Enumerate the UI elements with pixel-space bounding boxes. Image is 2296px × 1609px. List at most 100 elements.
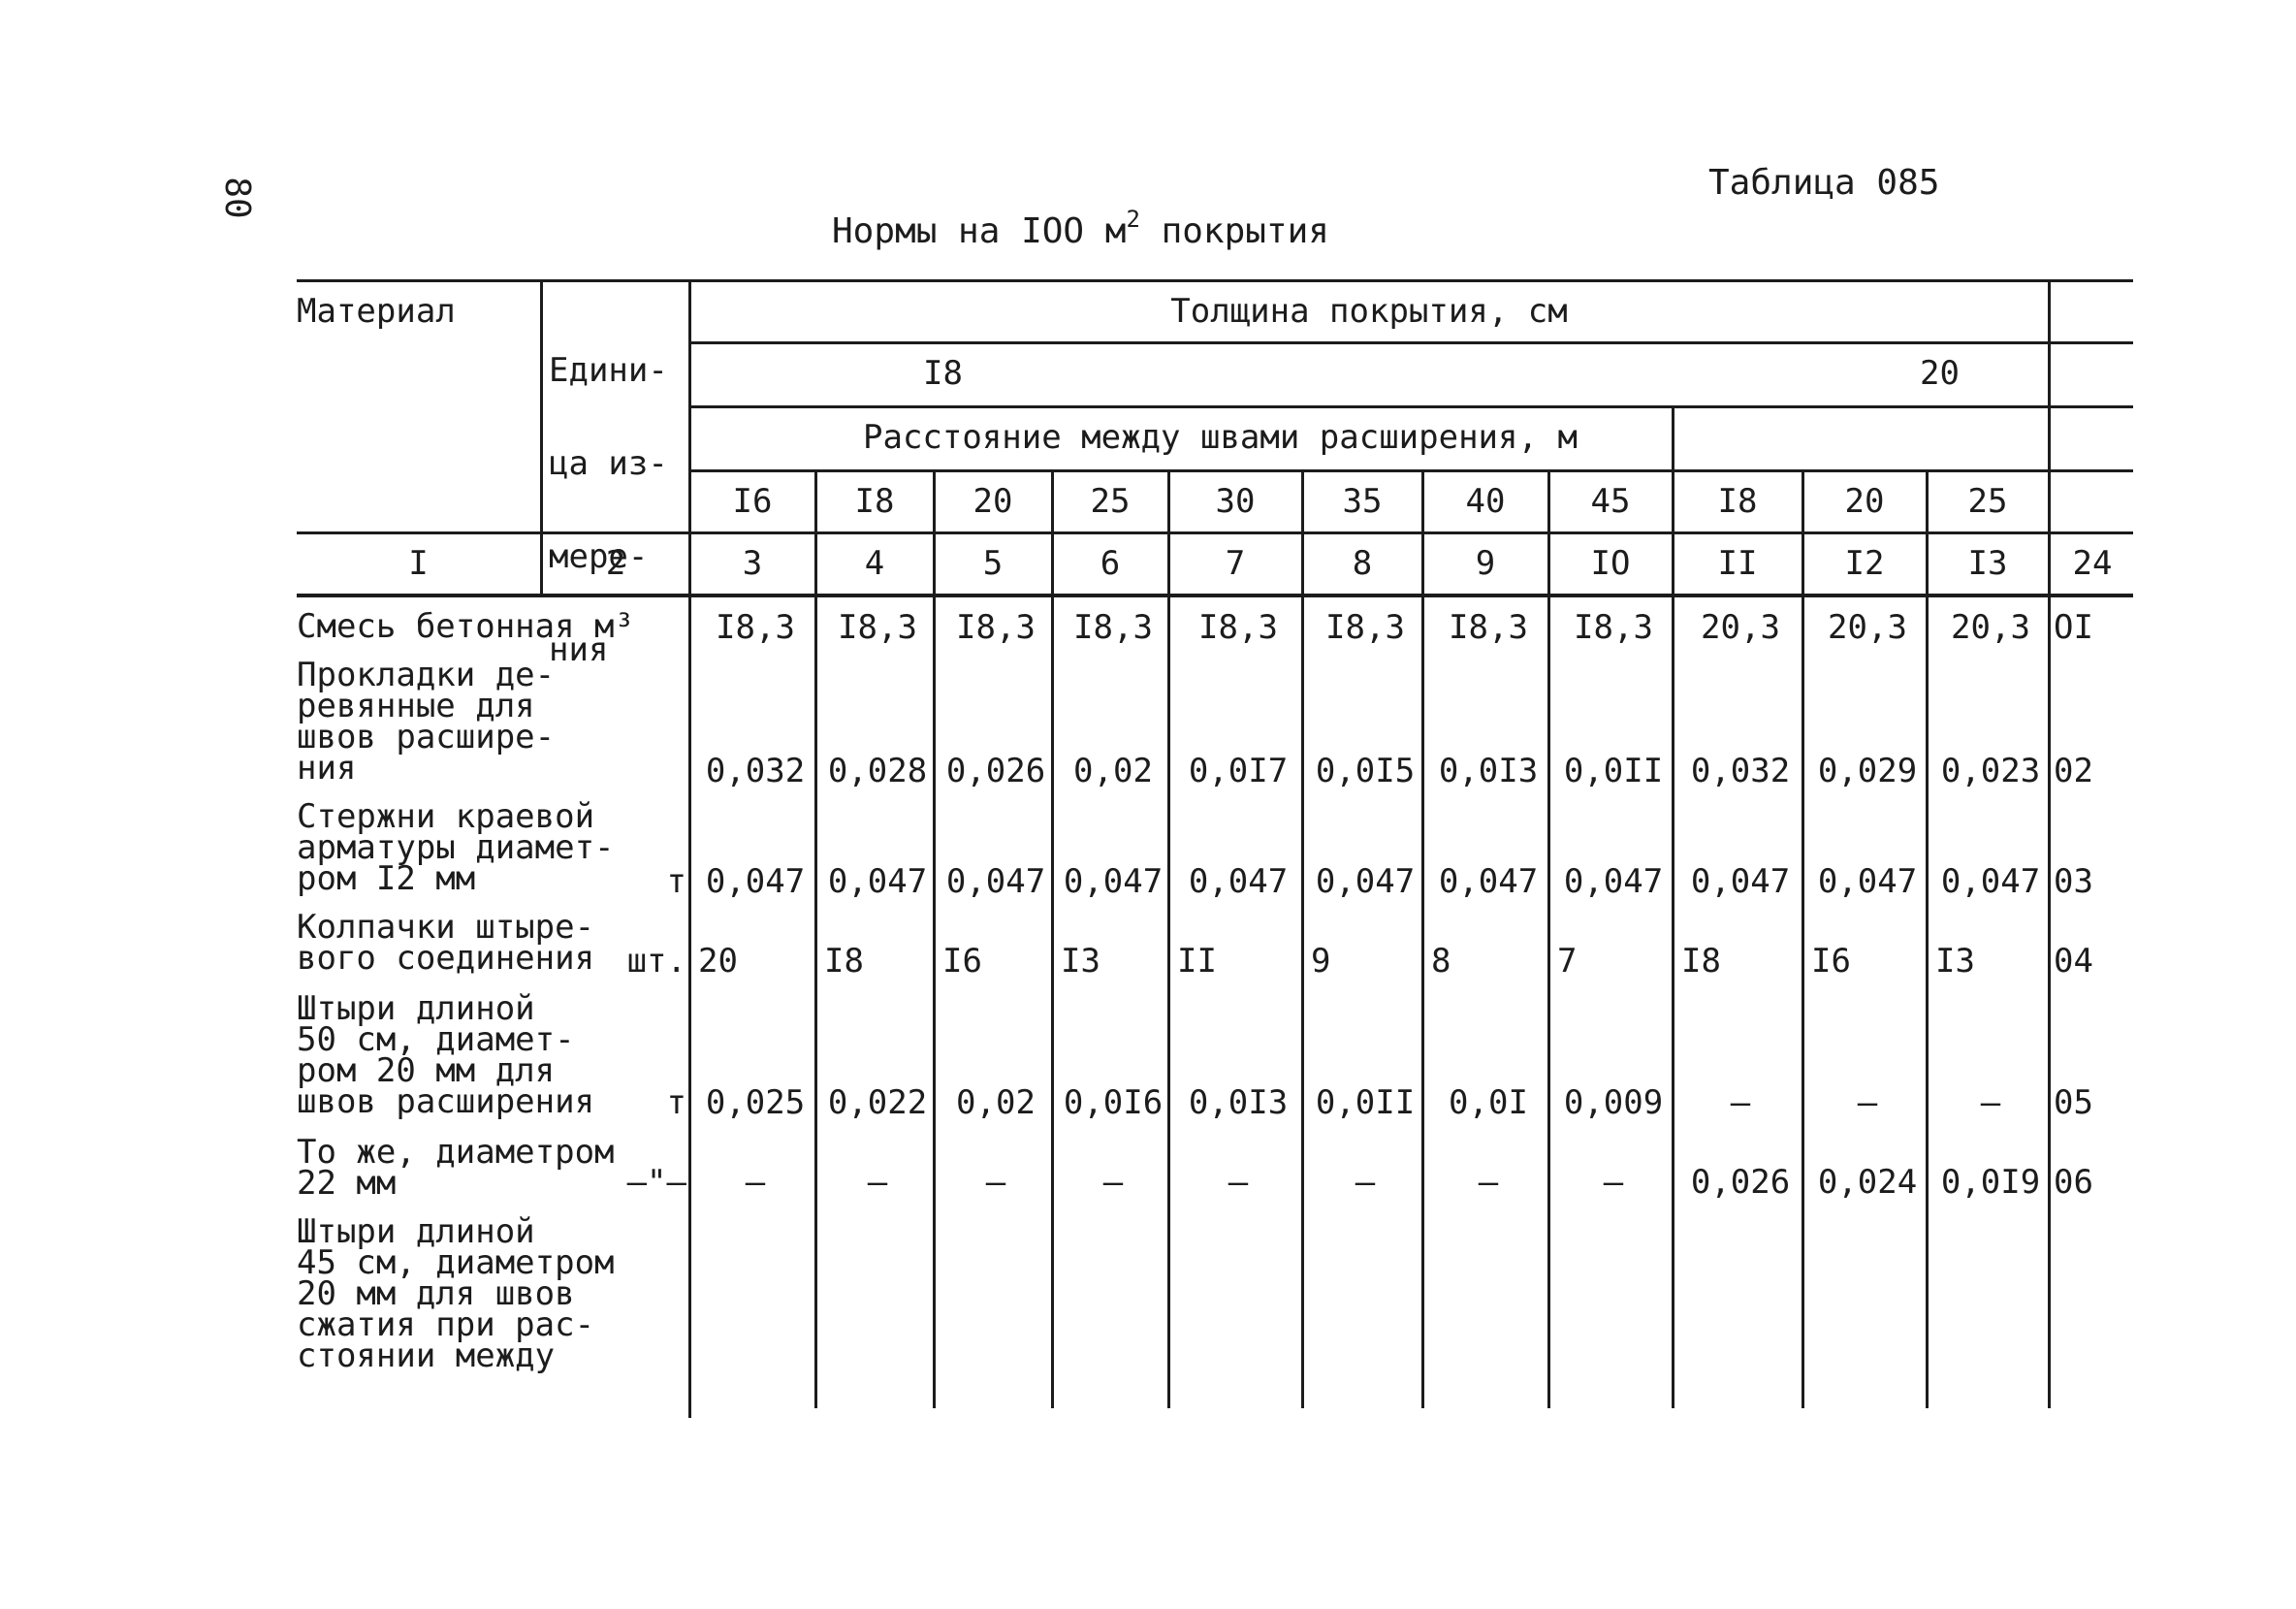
row-code: 06: [2054, 1163, 2093, 1202]
distance-header: I8: [1717, 482, 1758, 521]
header-unit-line: Едини-: [549, 351, 668, 390]
row-code: 04: [2054, 942, 2093, 981]
vrule-c10: [1547, 471, 1550, 1408]
row-value: 20: [698, 942, 738, 981]
row-unit: т: [666, 1083, 686, 1122]
row-value: 0,047: [945, 862, 1046, 901]
row-value: 0,028: [827, 752, 928, 790]
row-value: 0,047: [705, 862, 806, 901]
row-value: 0,047: [1690, 862, 1791, 901]
header-material: Материал: [297, 292, 456, 331]
row-value: I8,3: [1073, 608, 1153, 647]
row-unit: т: [666, 862, 686, 901]
column-number: 8: [1352, 544, 1373, 583]
row-material: То же, диаметром 22 мм: [297, 1136, 615, 1203]
table-label: Таблица 085: [1708, 163, 1940, 203]
vrule-c12: [1802, 471, 1804, 1408]
row-material-line: ром 20 мм для: [297, 1051, 556, 1090]
row-value: 0,047: [1063, 862, 1164, 901]
distance-header: 40: [1465, 482, 1506, 521]
row-material-line: арматуры диамет-: [297, 828, 615, 867]
column-number: 2: [605, 544, 626, 583]
row-value: I3: [1061, 942, 1100, 981]
norms-title-text: Нормы на IOO м: [832, 211, 1127, 251]
row-value: –: [1857, 1083, 1878, 1122]
column-number: I: [408, 544, 429, 583]
row-value: 0,026: [1690, 1163, 1791, 1202]
row-value: 0,029: [1817, 752, 1918, 790]
row-value: –: [1478, 1163, 1499, 1202]
row-value: 0,022: [827, 1083, 928, 1122]
row-code: 05: [2054, 1083, 2093, 1122]
row-material-line: 20 мм для швов: [297, 1274, 575, 1313]
row-value: 20,3: [1951, 608, 2030, 647]
row-material: Стержни краевой арматуры диамет-ром I2 мм: [297, 800, 615, 898]
column-number: 6: [1100, 544, 1121, 583]
row-value: 0,0I3: [1438, 752, 1539, 790]
distance-header: I8: [854, 482, 895, 521]
row-material-line: ром I2 мм: [297, 859, 476, 898]
distance-header: 25: [1967, 482, 2008, 521]
column-number: 3: [742, 544, 763, 583]
column-number: 5: [982, 544, 1004, 583]
row-unit: –"–: [626, 1163, 686, 1202]
norms-title: Нормы на IOO м2 покрытия: [832, 206, 1329, 251]
row-code: OI: [2054, 608, 2093, 647]
row-material-line: 45 см, диаметром: [297, 1243, 615, 1282]
header-thick-20: 20: [1920, 354, 1960, 393]
distance-header: 20: [1844, 482, 1885, 521]
row-value: –: [985, 1163, 1006, 1202]
column-number: IO: [1590, 544, 1631, 583]
row-value: I3: [1935, 942, 1975, 981]
rule-top: [297, 279, 2133, 282]
vrule-c13: [1926, 471, 1929, 1408]
row-material-line: 50 см, диамет-: [297, 1020, 575, 1059]
row-value: –: [1603, 1163, 1624, 1202]
row-value: 0,0II: [1315, 1083, 1416, 1122]
row-material-line: швов расширения: [297, 1082, 595, 1121]
vrule-c9: [1421, 471, 1424, 1408]
vrule-code-left: [2048, 281, 2051, 1408]
header-unit-line: мере-: [549, 537, 649, 576]
row-value: 9: [1311, 942, 1331, 981]
norms-title-sup: 2: [1126, 206, 1140, 233]
row-value: I8,3: [1325, 608, 1405, 647]
row-value: 0,0I5: [1315, 752, 1416, 790]
rule-header-bottom: [297, 531, 2133, 534]
row-value: 0,0I9: [1940, 1163, 2041, 1202]
distance-header: 45: [1590, 482, 1631, 521]
vrule-c6: [1051, 471, 1054, 1408]
vrule-data-left: [688, 281, 691, 1418]
norms-title-suffix: покрытия: [1139, 211, 1329, 251]
row-value: I8,3: [1449, 608, 1528, 647]
row-value: 0,047: [1940, 862, 2041, 901]
rule-thick-values: [690, 405, 2133, 408]
column-number: I2: [1844, 544, 1885, 583]
row-value: 0,024: [1817, 1163, 1918, 1202]
distance-header: I6: [732, 482, 773, 521]
header-distance: Расстояние между швами расширения, м: [863, 418, 1578, 457]
vrule-c11: [1672, 407, 1674, 1408]
vrule-c8: [1301, 471, 1304, 1408]
row-material-line: Смесь бетонная м³: [297, 607, 634, 646]
row-value: I8,3: [956, 608, 1036, 647]
row-value: 0,02: [956, 1083, 1036, 1122]
column-number: 24: [2072, 544, 2113, 583]
row-value: –: [1355, 1163, 1376, 1202]
row-material-line: Прокладки де-: [297, 656, 556, 694]
row-value: 0,047: [1438, 862, 1539, 901]
vrule-unit-left: [540, 281, 543, 595]
row-material-line: Штыри длиной: [297, 1212, 535, 1251]
row-value: 0,009: [1563, 1083, 1664, 1122]
column-number: I3: [1967, 544, 2008, 583]
row-value: I8,3: [1574, 608, 1653, 647]
row-value: 0,0I6: [1063, 1083, 1164, 1122]
row-material-line: вого соединения: [297, 939, 595, 978]
row-material-line: 22 мм: [297, 1164, 397, 1203]
row-value: 0,0I: [1449, 1083, 1528, 1122]
row-value: 0,0I3: [1188, 1083, 1289, 1122]
rule-distance: [690, 469, 2133, 472]
row-value: 7: [1557, 942, 1578, 981]
row-value: –: [1730, 1083, 1751, 1122]
